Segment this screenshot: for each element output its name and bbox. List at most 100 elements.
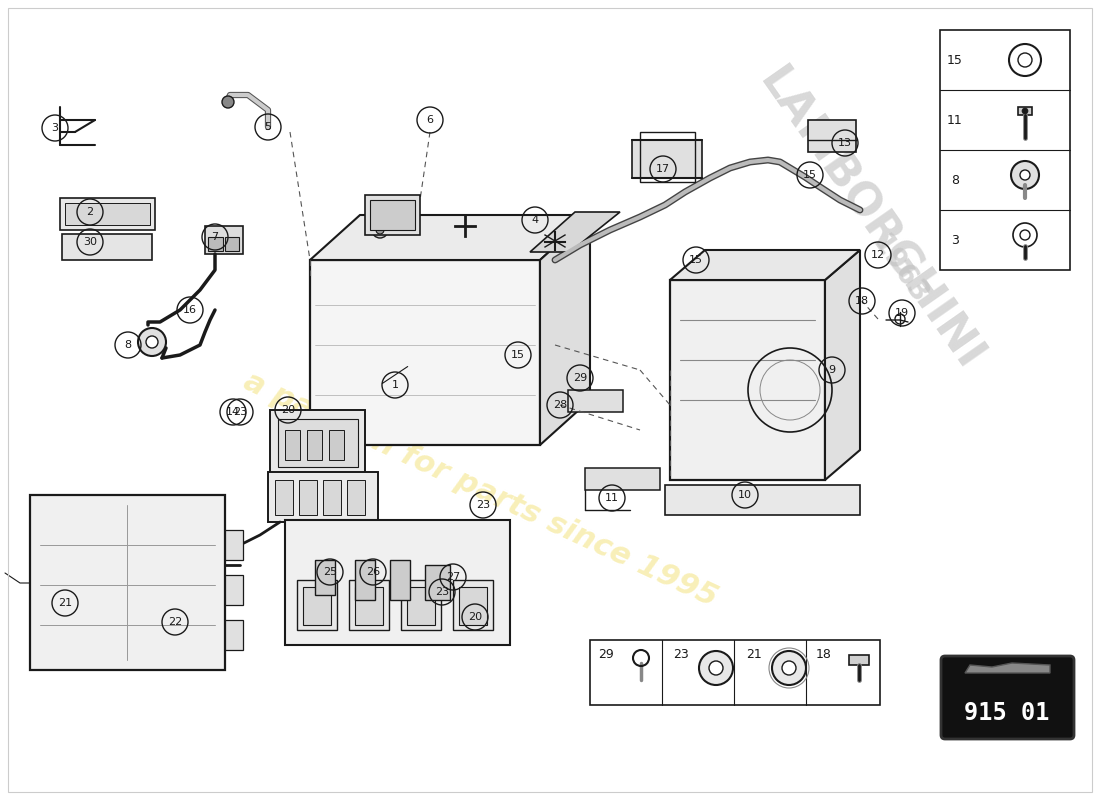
Bar xyxy=(425,565,450,600)
Bar xyxy=(299,480,317,515)
Bar xyxy=(62,234,152,260)
Circle shape xyxy=(698,651,733,685)
Circle shape xyxy=(222,96,234,108)
Bar xyxy=(323,480,341,515)
Text: 1963: 1963 xyxy=(867,230,934,310)
Text: 14: 14 xyxy=(226,407,240,417)
Bar xyxy=(370,200,415,230)
Polygon shape xyxy=(540,215,590,445)
Bar xyxy=(640,132,695,182)
Bar xyxy=(226,575,243,605)
Text: 20: 20 xyxy=(468,612,482,622)
Bar xyxy=(30,495,225,670)
Text: 19: 19 xyxy=(895,308,909,318)
Bar xyxy=(940,30,1070,270)
Bar xyxy=(670,280,825,480)
Bar xyxy=(346,480,365,515)
Bar xyxy=(226,237,239,251)
Text: 26: 26 xyxy=(366,567,381,577)
Text: 28: 28 xyxy=(553,400,568,410)
Text: 11: 11 xyxy=(947,114,962,126)
Bar xyxy=(275,480,293,515)
Circle shape xyxy=(710,661,723,675)
Text: 15: 15 xyxy=(947,54,962,66)
Bar xyxy=(355,560,375,600)
Text: 18: 18 xyxy=(816,648,832,661)
Bar xyxy=(307,430,322,460)
Text: 1: 1 xyxy=(392,380,398,390)
Bar xyxy=(270,410,365,475)
Text: 15: 15 xyxy=(689,255,703,265)
Text: 9: 9 xyxy=(828,365,836,375)
Text: 23: 23 xyxy=(476,500,491,510)
Text: 15: 15 xyxy=(803,170,817,180)
Bar xyxy=(60,198,155,230)
Text: a passion for parts since 1995: a passion for parts since 1995 xyxy=(239,367,722,613)
Text: 30: 30 xyxy=(82,237,97,247)
Text: LAMBORGHINI: LAMBORGHINI xyxy=(750,61,990,379)
Bar xyxy=(808,120,856,152)
FancyBboxPatch shape xyxy=(940,656,1074,739)
Text: 15: 15 xyxy=(512,350,525,360)
Bar xyxy=(278,419,358,467)
Bar xyxy=(315,560,336,595)
Bar xyxy=(590,640,880,705)
Bar xyxy=(585,468,660,490)
Text: 22: 22 xyxy=(168,617,183,627)
Bar xyxy=(390,560,410,600)
Bar xyxy=(268,472,378,522)
Bar xyxy=(453,580,493,630)
Circle shape xyxy=(782,661,796,675)
Polygon shape xyxy=(670,250,860,280)
Text: 915 01: 915 01 xyxy=(965,701,1049,725)
Circle shape xyxy=(138,328,166,356)
Text: 27: 27 xyxy=(446,572,460,582)
Text: 8: 8 xyxy=(124,340,132,350)
Circle shape xyxy=(376,226,384,234)
Text: 7: 7 xyxy=(211,232,219,242)
Circle shape xyxy=(146,336,158,348)
Text: 23: 23 xyxy=(233,407,248,417)
Polygon shape xyxy=(530,212,620,252)
Bar xyxy=(297,580,337,630)
Text: 23: 23 xyxy=(434,587,449,597)
Polygon shape xyxy=(825,250,860,480)
Circle shape xyxy=(372,222,388,238)
Text: 12: 12 xyxy=(871,250,886,260)
Polygon shape xyxy=(965,663,1050,673)
Bar xyxy=(402,580,441,630)
Bar xyxy=(65,203,150,225)
Bar xyxy=(459,587,487,625)
Bar xyxy=(329,430,344,460)
Text: 20: 20 xyxy=(280,405,295,415)
Text: 18: 18 xyxy=(855,296,869,306)
Circle shape xyxy=(1022,108,1028,114)
Text: 16: 16 xyxy=(183,305,197,315)
Text: 3: 3 xyxy=(952,234,959,246)
Text: 21: 21 xyxy=(58,598,73,608)
Text: 11: 11 xyxy=(605,493,619,503)
Bar xyxy=(365,195,420,235)
Bar xyxy=(226,620,243,650)
Text: 29: 29 xyxy=(598,648,614,661)
Text: 3: 3 xyxy=(52,123,58,133)
Bar xyxy=(205,226,243,254)
Bar xyxy=(285,520,510,645)
Bar xyxy=(226,530,243,560)
Bar xyxy=(666,485,860,515)
Text: 25: 25 xyxy=(323,567,337,577)
Circle shape xyxy=(772,651,806,685)
Bar xyxy=(302,587,331,625)
Bar xyxy=(310,260,540,445)
Bar xyxy=(568,390,623,412)
Bar xyxy=(1018,107,1032,115)
Text: 2: 2 xyxy=(87,207,94,217)
Bar xyxy=(285,430,300,460)
Bar xyxy=(407,587,434,625)
Bar xyxy=(349,580,389,630)
Text: 23: 23 xyxy=(673,648,689,661)
Bar xyxy=(849,655,869,665)
Text: 5: 5 xyxy=(264,122,272,132)
Bar xyxy=(355,587,383,625)
Text: 17: 17 xyxy=(656,164,670,174)
